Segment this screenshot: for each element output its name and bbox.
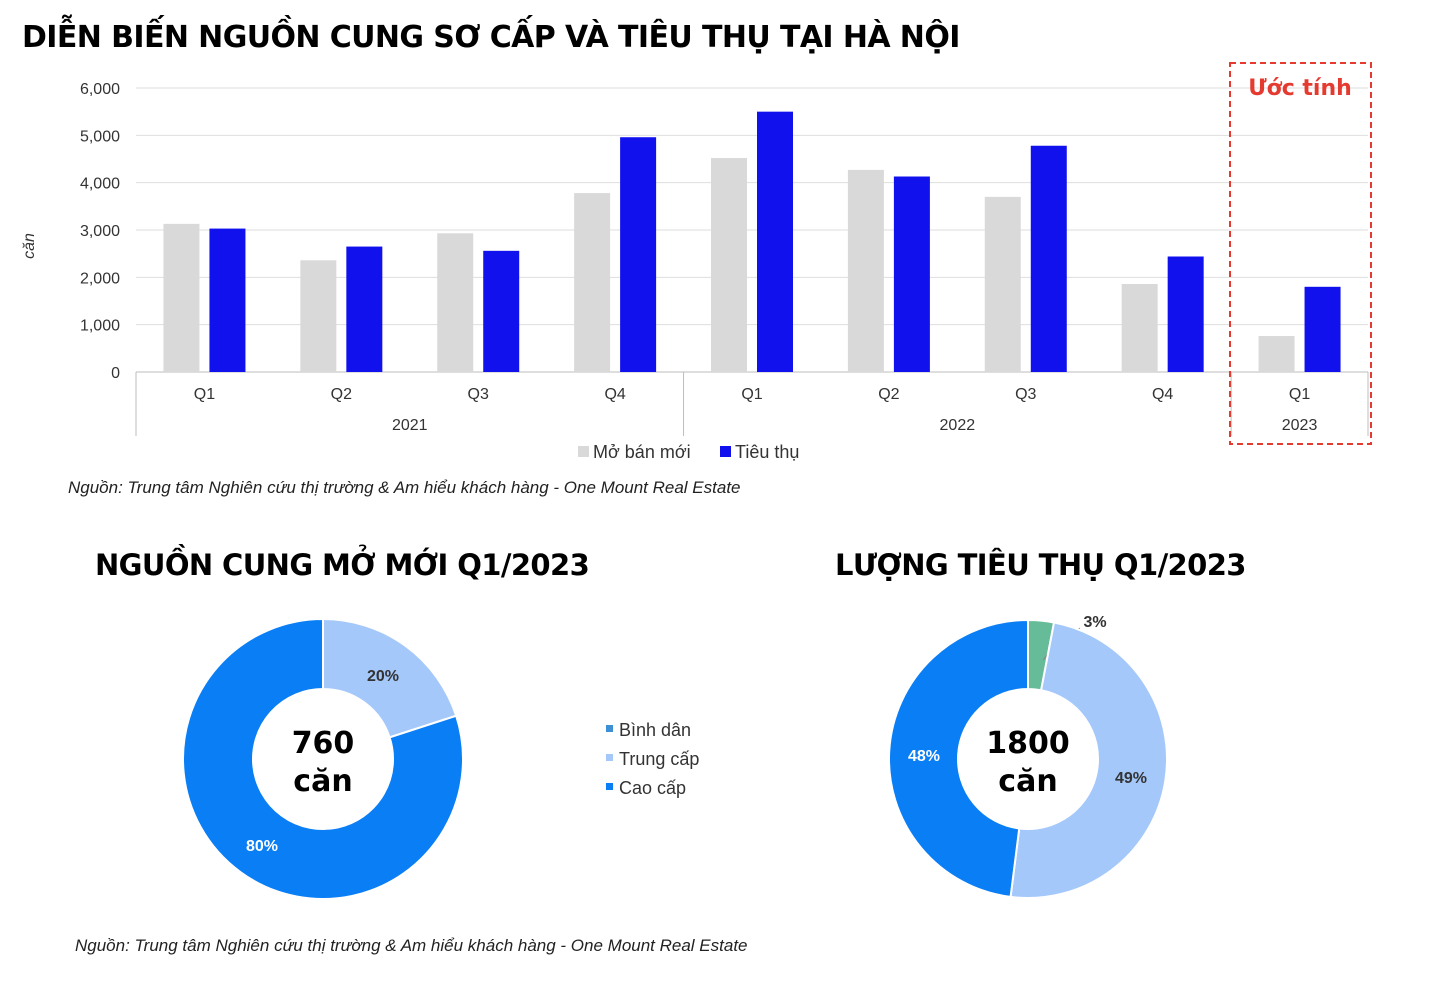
legend-label-sales: Tiêu thụ [735, 442, 799, 462]
sales-slice-label: 48% [908, 748, 940, 765]
estimate-label: Ước tính [1248, 76, 1352, 101]
donut-legend-swatch [606, 725, 613, 732]
y-tick-label: 2,000 [80, 270, 120, 287]
y-tick-label: 4,000 [80, 176, 120, 193]
bar-supply [847, 169, 884, 372]
bar-sales [346, 246, 383, 372]
donut-legend-label: Cao cấp [619, 778, 686, 798]
bar-sales [209, 228, 246, 372]
bar-supply [711, 158, 747, 372]
bar-sales [893, 176, 930, 372]
donut-legend-swatch [606, 754, 613, 761]
sales-slice-label: 49% [1115, 770, 1147, 787]
sales-donut-title: LƯỢNG TIÊU THỤ Q1/2023 [835, 548, 1246, 582]
x-tick-label: Q1 [1289, 386, 1310, 403]
y-tick-label: 3,000 [80, 223, 120, 240]
bar-chart: 0 1,000 2,000 3,000 4,000 5,000 6,000 căn Q1 Q2 Q3… [21, 62, 1372, 462]
sales-center-value: 1800 [986, 726, 1070, 761]
y-axis-label: căn [21, 233, 38, 259]
bar-supply [1121, 283, 1158, 372]
x-tick-label: Q4 [1152, 386, 1173, 403]
bar-supply [574, 193, 611, 372]
supply-slice-label: 80% [246, 838, 278, 855]
x-tick-label: Q3 [1015, 386, 1036, 403]
bar-sales [757, 111, 793, 373]
donut-legend-label: Trung cấp [619, 749, 699, 769]
x-tick-label: Q1 [194, 386, 215, 403]
sales-leader-line [1042, 627, 1081, 661]
x-tick-label: Q2 [331, 386, 352, 403]
source-note-bottom: Nguồn: Trung tâm Nghiên cứu thị trường &… [75, 936, 748, 955]
bar-sales [1304, 286, 1341, 372]
y-tick-label: 0 [111, 365, 120, 382]
sales-slice [1027, 618, 1056, 692]
bar-supply [984, 196, 1021, 372]
sales-slice [888, 618, 1029, 899]
supply-slice-label: 20% [367, 668, 399, 685]
bar-supply [1258, 336, 1295, 372]
supply-slice [322, 617, 458, 739]
sales-slice [1009, 621, 1168, 899]
estimate-box [1229, 62, 1372, 445]
legend-swatch-supply [578, 446, 589, 457]
supply-center-unit: căn [293, 764, 352, 799]
legend-label-supply: Mở bán mới [593, 442, 691, 462]
y-tick-label: 5,000 [80, 128, 120, 145]
x-tick-label: Q3 [468, 386, 489, 403]
x-group-label: 2023 [1282, 417, 1318, 434]
sales-center-unit: căn [998, 764, 1057, 799]
bar-sales [1030, 145, 1067, 372]
donut-legend-swatch [606, 783, 613, 790]
bar-supply [437, 233, 474, 372]
y-tick-label: 1,000 [80, 318, 120, 335]
x-tick-label: Q1 [741, 386, 762, 403]
legend-swatch-sales [720, 446, 731, 457]
x-tick-label: Q4 [604, 386, 625, 403]
donut-legend-label: Bình dân [619, 720, 691, 740]
bar-supply [300, 260, 337, 372]
supply-slice [182, 617, 464, 900]
supply-donut-title: NGUỒN CUNG MỞ MỚI Q1/2023 [95, 548, 590, 582]
bar-sales [1167, 256, 1204, 372]
x-group-label: 2022 [940, 417, 976, 434]
supply-center-value: 760 [292, 726, 355, 761]
bar-sales [483, 250, 520, 372]
source-note-top: Nguồn: Trung tâm Nghiên cứu thị trường &… [68, 478, 741, 497]
y-tick-label: 6,000 [80, 81, 120, 98]
x-group-label: 2021 [392, 417, 428, 434]
bar-supply [163, 223, 200, 372]
x-tick-label: Q2 [878, 386, 899, 403]
bar-sales [620, 137, 657, 372]
page-title: DIỄN BIẾN NGUỒN CUNG SƠ CẤP VÀ TIÊU THỤ … [22, 20, 960, 55]
sales-slice-label: 3% [1083, 614, 1106, 631]
